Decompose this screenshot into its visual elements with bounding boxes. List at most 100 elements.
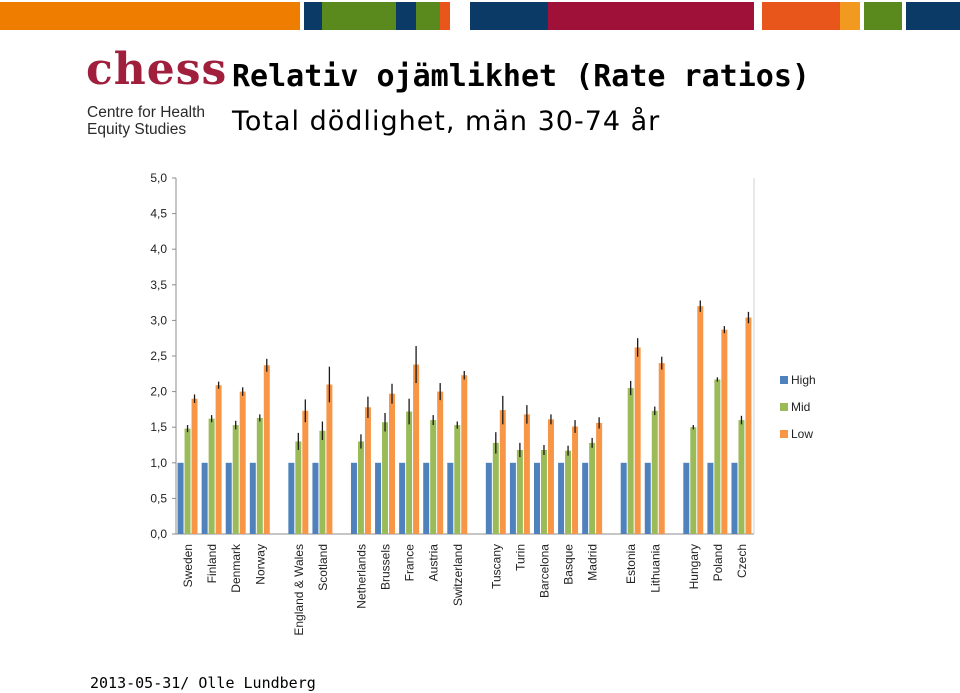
bar-high <box>177 462 184 534</box>
y-tick-label: 1,5 <box>150 420 167 434</box>
x-category-label: England & Wales <box>292 544 306 636</box>
bar-low <box>389 393 396 534</box>
bar-mid <box>516 449 523 534</box>
bar-low <box>658 363 665 534</box>
bar-low <box>499 410 506 534</box>
bar-mid <box>406 411 413 534</box>
bar-mid <box>565 450 572 534</box>
band-segment <box>860 2 864 30</box>
bar-mid <box>295 441 302 534</box>
x-category-label: Madrid <box>586 544 600 581</box>
x-category-label: Switzerland <box>451 544 465 606</box>
band-segment <box>902 2 906 30</box>
bar-high <box>582 462 589 534</box>
bar-mid <box>738 420 745 534</box>
chess-logo: chess Centre for Health Equity Studies <box>86 46 226 141</box>
bar-high <box>683 462 690 534</box>
bar-high <box>375 462 382 534</box>
bar-high <box>288 462 295 534</box>
chess-wordmark: chess <box>86 44 228 95</box>
top-color-band <box>0 0 960 32</box>
legend-label-mid: Mid <box>791 400 810 414</box>
bar-mid <box>430 420 437 534</box>
bar-high <box>644 462 651 534</box>
band-segment <box>440 2 450 30</box>
bar-mid <box>319 430 326 534</box>
bar-low <box>697 306 704 534</box>
bar-mid <box>208 418 215 534</box>
legend-label-low: Low <box>791 427 813 441</box>
bar-low <box>326 384 333 534</box>
bar-high <box>509 462 516 534</box>
bar-high <box>350 462 357 534</box>
x-category-label: Barcelona <box>537 544 551 598</box>
y-tick-label: 1,0 <box>150 456 167 470</box>
bar-low <box>596 422 603 534</box>
legend-swatch-mid <box>780 403 788 411</box>
bar-low <box>191 398 198 534</box>
band-segment <box>470 2 548 30</box>
x-category-label: Finland <box>205 544 219 583</box>
legend-swatch-high <box>780 376 788 384</box>
bar-low <box>523 414 530 534</box>
legend-label-high: High <box>791 373 816 387</box>
x-category-label: Scotland <box>316 544 330 591</box>
y-tick-label: 2,5 <box>150 349 167 363</box>
bar-mid <box>232 425 239 534</box>
legend-swatch-low <box>780 430 788 438</box>
bar-high <box>225 462 232 534</box>
bar-low <box>302 410 309 534</box>
y-tick-label: 4,0 <box>150 242 167 256</box>
x-category-label: Czech <box>735 544 749 578</box>
bar-high <box>201 462 208 534</box>
band-segment <box>906 2 960 30</box>
y-tick-label: 5,0 <box>150 171 167 185</box>
x-category-label: Basque <box>562 544 576 585</box>
bar-low <box>413 364 420 534</box>
bar-mid <box>357 441 364 534</box>
bar-high <box>620 462 627 534</box>
bar-low <box>572 426 579 534</box>
bar-high <box>249 462 256 534</box>
band-segment <box>416 2 440 30</box>
bar-low <box>461 375 468 534</box>
bar-low <box>263 365 270 534</box>
bar-mid <box>540 449 547 534</box>
band-segment <box>304 2 322 30</box>
y-tick-label: 2,0 <box>150 385 167 399</box>
band-segment <box>322 2 396 30</box>
x-category-label: Poland <box>711 544 725 581</box>
band-segment <box>548 2 754 30</box>
bar-high <box>312 462 319 534</box>
bar-mid <box>382 422 389 534</box>
band-segment <box>0 2 300 30</box>
x-category-label: Sweden <box>181 544 195 587</box>
bar-high <box>423 462 430 534</box>
y-tick-label: 4,5 <box>150 207 167 221</box>
bar-high <box>399 462 406 534</box>
bar-mid <box>454 425 461 534</box>
bar-low <box>721 329 728 534</box>
bar-mid <box>651 410 658 534</box>
bar-high <box>485 462 492 534</box>
bar-high <box>447 462 454 534</box>
bar-mid <box>256 417 263 534</box>
bar-low <box>547 419 554 534</box>
bar-mid <box>492 442 499 534</box>
x-category-label: Norway <box>253 544 267 585</box>
band-segment <box>450 2 470 30</box>
band-segment <box>762 2 840 30</box>
band-segment <box>396 2 416 30</box>
x-category-label: Estonia <box>624 544 638 584</box>
x-category-label: Denmark <box>229 543 243 593</box>
x-category-label: Tuscany <box>489 544 503 589</box>
y-tick-label: 0,5 <box>150 491 167 505</box>
band-segment <box>864 2 902 30</box>
x-category-label: Turin <box>513 544 527 571</box>
bar-mid <box>690 427 697 534</box>
bar-low <box>364 407 371 534</box>
bar-mid <box>714 379 721 534</box>
x-category-label: Lithuania <box>648 544 662 593</box>
bar-high <box>558 462 565 534</box>
bar-mid <box>589 442 596 534</box>
